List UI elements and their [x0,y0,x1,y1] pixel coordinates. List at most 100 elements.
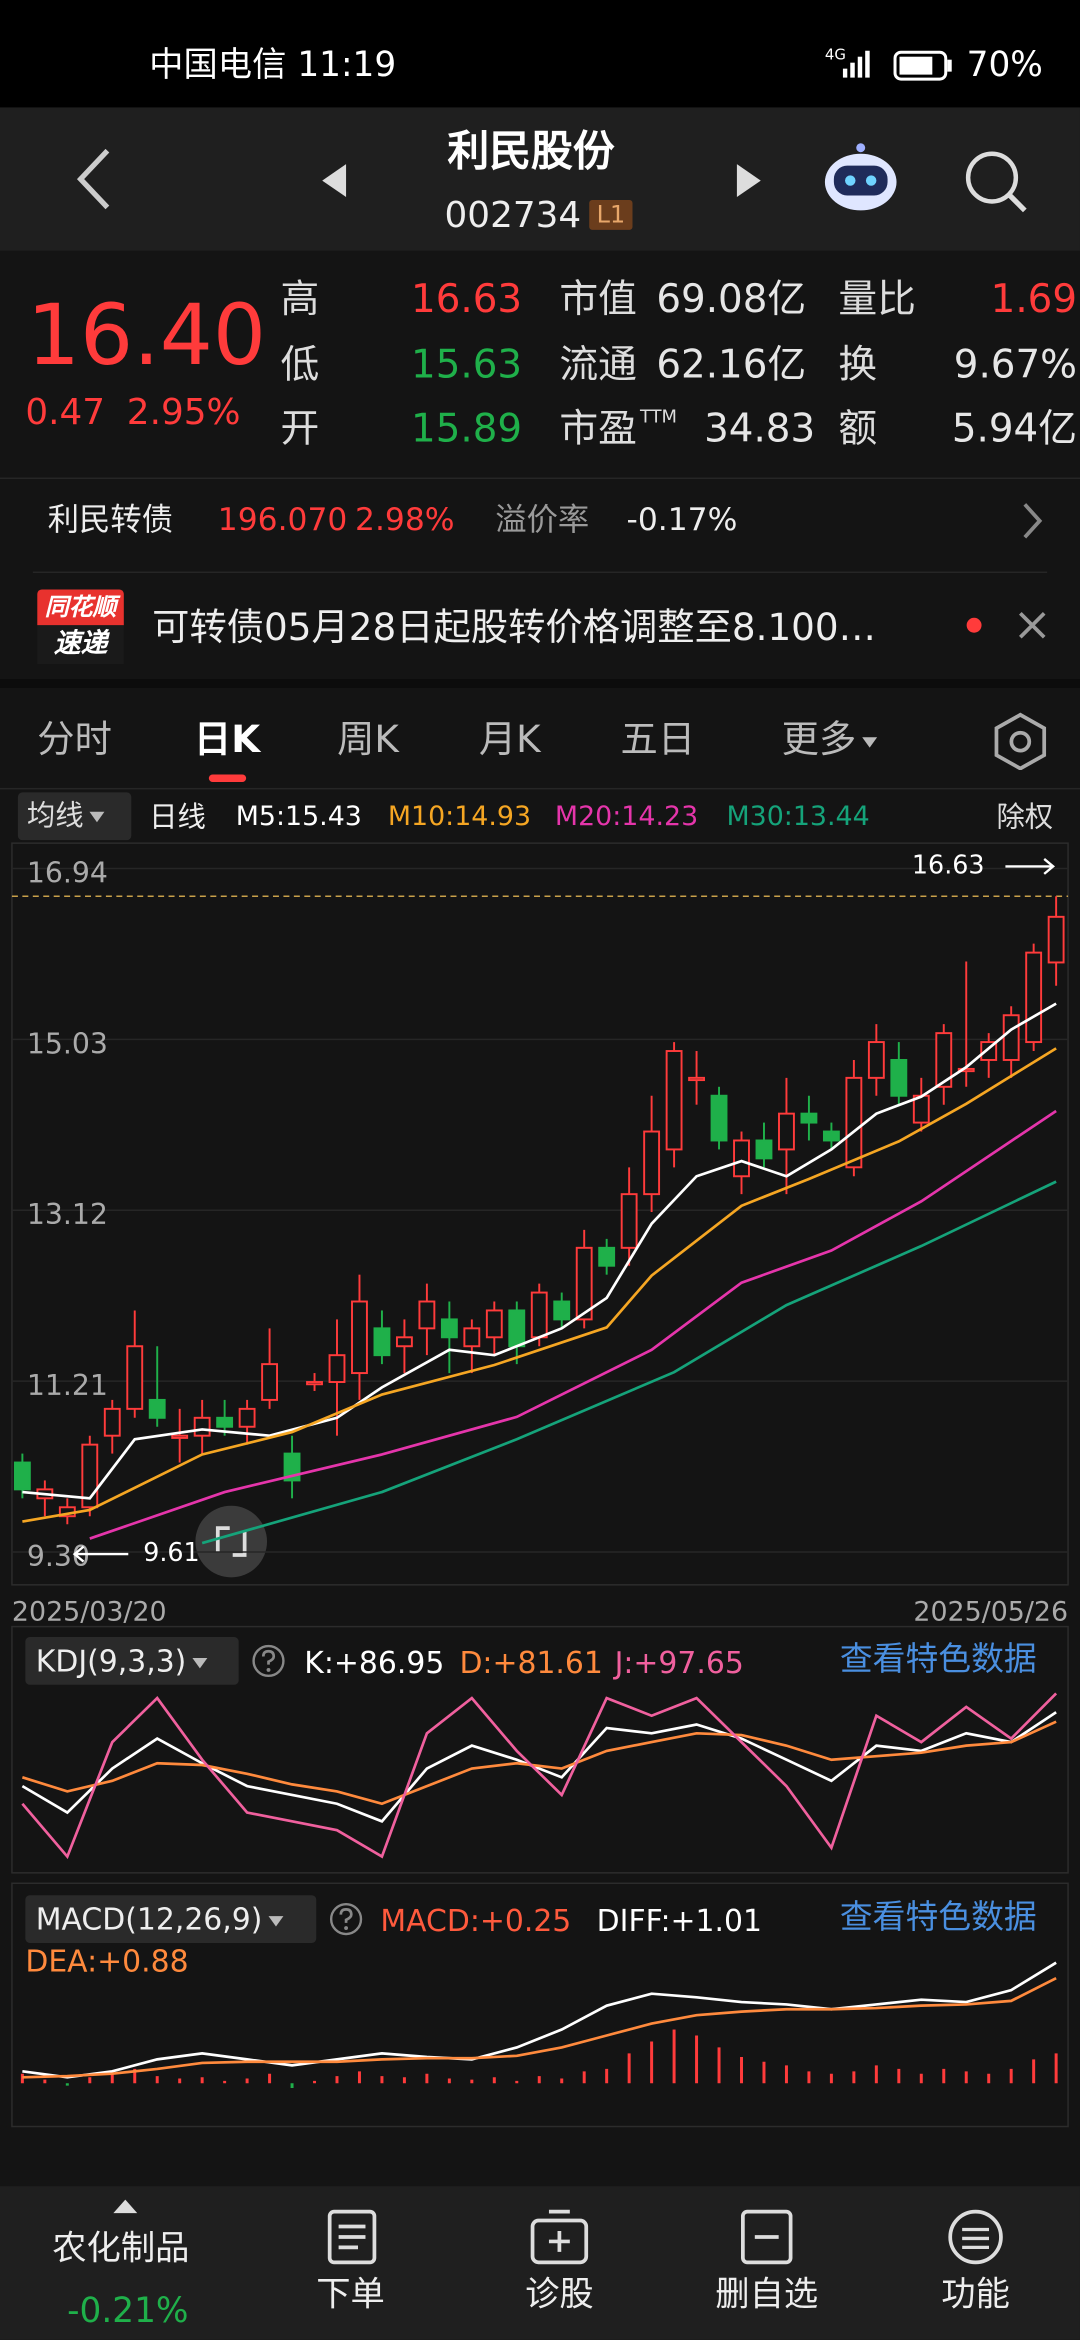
candle-body [238,1407,256,1428]
macd-frame [11,1882,1069,2128]
d-readout: D:+81.61 [459,1644,603,1681]
candle-body [418,1300,436,1330]
ma-period: 日线 [149,801,206,835]
macd-readout: MACD:+0.25 [380,1902,572,1939]
stat-label: 高 [280,277,320,323]
assistant-icon[interactable] [820,142,904,217]
candle-body [103,1407,121,1437]
expand-button[interactable] [195,1505,268,1578]
candle-body [148,1398,166,1419]
tab[interactable]: 五日 [620,717,696,762]
macd-title[interactable]: MACD(12,26,9) [36,1904,283,1934]
stat-label: 低 [280,343,320,388]
low-label: 9.61 [143,1537,199,1567]
nav-item[interactable]: 诊股 [525,2275,594,2315]
tab[interactable]: 周K [337,717,399,762]
high-arrow [1005,858,1056,875]
start-date: 2025/03/20 [12,1597,167,1628]
j-readout: J:+97.65 [614,1644,744,1681]
candle-body [822,1130,840,1142]
battery: 70% [966,46,1043,86]
ma5-label: M5:15.43 [235,801,362,833]
carrier-time: 中国电信 11:19 [149,46,397,86]
news-controls[interactable] [955,604,1059,649]
low-arrow [72,1545,129,1563]
kdj-title[interactable]: KDJ(9,3,3) [36,1646,207,1676]
tab[interactable]: 日K [193,717,261,762]
candle-body [373,1327,391,1357]
ma-line [89,1109,1057,1540]
stat-value: 5.94亿 [951,407,1078,453]
bond-chevron[interactable] [1017,500,1047,542]
help-icon[interactable] [328,1901,364,1937]
candle-body [1047,915,1065,964]
high-label: 16.63 [912,849,985,879]
nav-item[interactable]: 下单 [316,2275,385,2315]
candle-body [688,1076,705,1082]
candle-body [440,1318,458,1339]
dea-readout: DEA:+0.88 [25,1942,189,1979]
candle-body [598,1246,616,1267]
price-change-pct: 2.95% [126,390,241,433]
tab[interactable]: 月K [478,717,541,762]
next-stock[interactable] [731,161,767,200]
macd-link[interactable]: 查看特色数据 [839,1899,1037,1938]
divider [0,477,1080,480]
end-date: 2025/05/26 [913,1597,1068,1628]
stat-label: 市盈 [559,407,637,453]
stat-label: 流通 [559,343,637,388]
candle-body [665,1050,683,1151]
candle-body [575,1246,593,1321]
candle-body [508,1309,526,1348]
ma-selector[interactable]: 均线 [27,802,105,831]
nav-icons [327,2209,1003,2265]
ma-line [201,1180,1057,1545]
stat-value: 69.08亿 [656,277,807,323]
tab[interactable]: 分时 [37,717,112,762]
y-tick-label: 16.94 [27,856,108,889]
candle-body [710,1094,728,1142]
candle-body [845,1076,863,1169]
stat-value: 9.67% [953,343,1078,388]
candle-body [867,1041,885,1079]
network: 4G [824,47,846,65]
candle-body [1025,951,1043,1044]
prev-stock[interactable] [316,161,352,200]
tab[interactable]: 更多 [782,721,877,758]
k-readout: K:+86.95 [304,1644,445,1681]
news-text[interactable]: 可转债05月28日起股转价格调整至8.100… [152,605,876,650]
y-tick-label: 13.12 [27,1198,108,1231]
bond-price: 196.070 [217,501,348,538]
candle-body [261,1363,279,1401]
candle-body [395,1336,413,1348]
nav-item[interactable]: 删自选 [715,2275,819,2315]
kdj-line [21,1692,1058,1860]
candle-body [957,1067,975,1073]
y-tick-label: 15.03 [27,1027,108,1060]
kdj-link[interactable]: 查看特色数据 [839,1641,1037,1679]
candle-body [463,1327,481,1348]
news-badge-bottom: 速递 [37,625,124,665]
settings-button[interactable] [988,710,1054,771]
stat-label: 量比 [838,277,916,323]
kdj-line [21,1711,1057,1823]
candle-body [126,1345,144,1410]
premium-value: -0.17% [626,501,738,538]
search-button[interactable] [959,145,1034,220]
adjust-label[interactable]: 除权 [996,801,1054,835]
price-change: 0.47 [25,390,106,433]
ma-line [22,1047,1057,1523]
stat-label: 市值 [559,277,637,323]
kdj-frame [11,1625,1069,1874]
help-icon[interactable] [251,1643,287,1679]
candle-body [800,1112,818,1124]
stat-value: 1.69 [990,277,1078,323]
back-button[interactable] [60,142,135,217]
sector-name[interactable]: 农化制品 [52,2229,190,2269]
ma30-label: M30:13.44 [726,801,870,833]
tab-indicator [208,774,247,782]
nav-item[interactable]: 功能 [941,2275,1010,2315]
candle-body [306,1381,323,1386]
ma20-label: M20:14.23 [554,801,699,833]
